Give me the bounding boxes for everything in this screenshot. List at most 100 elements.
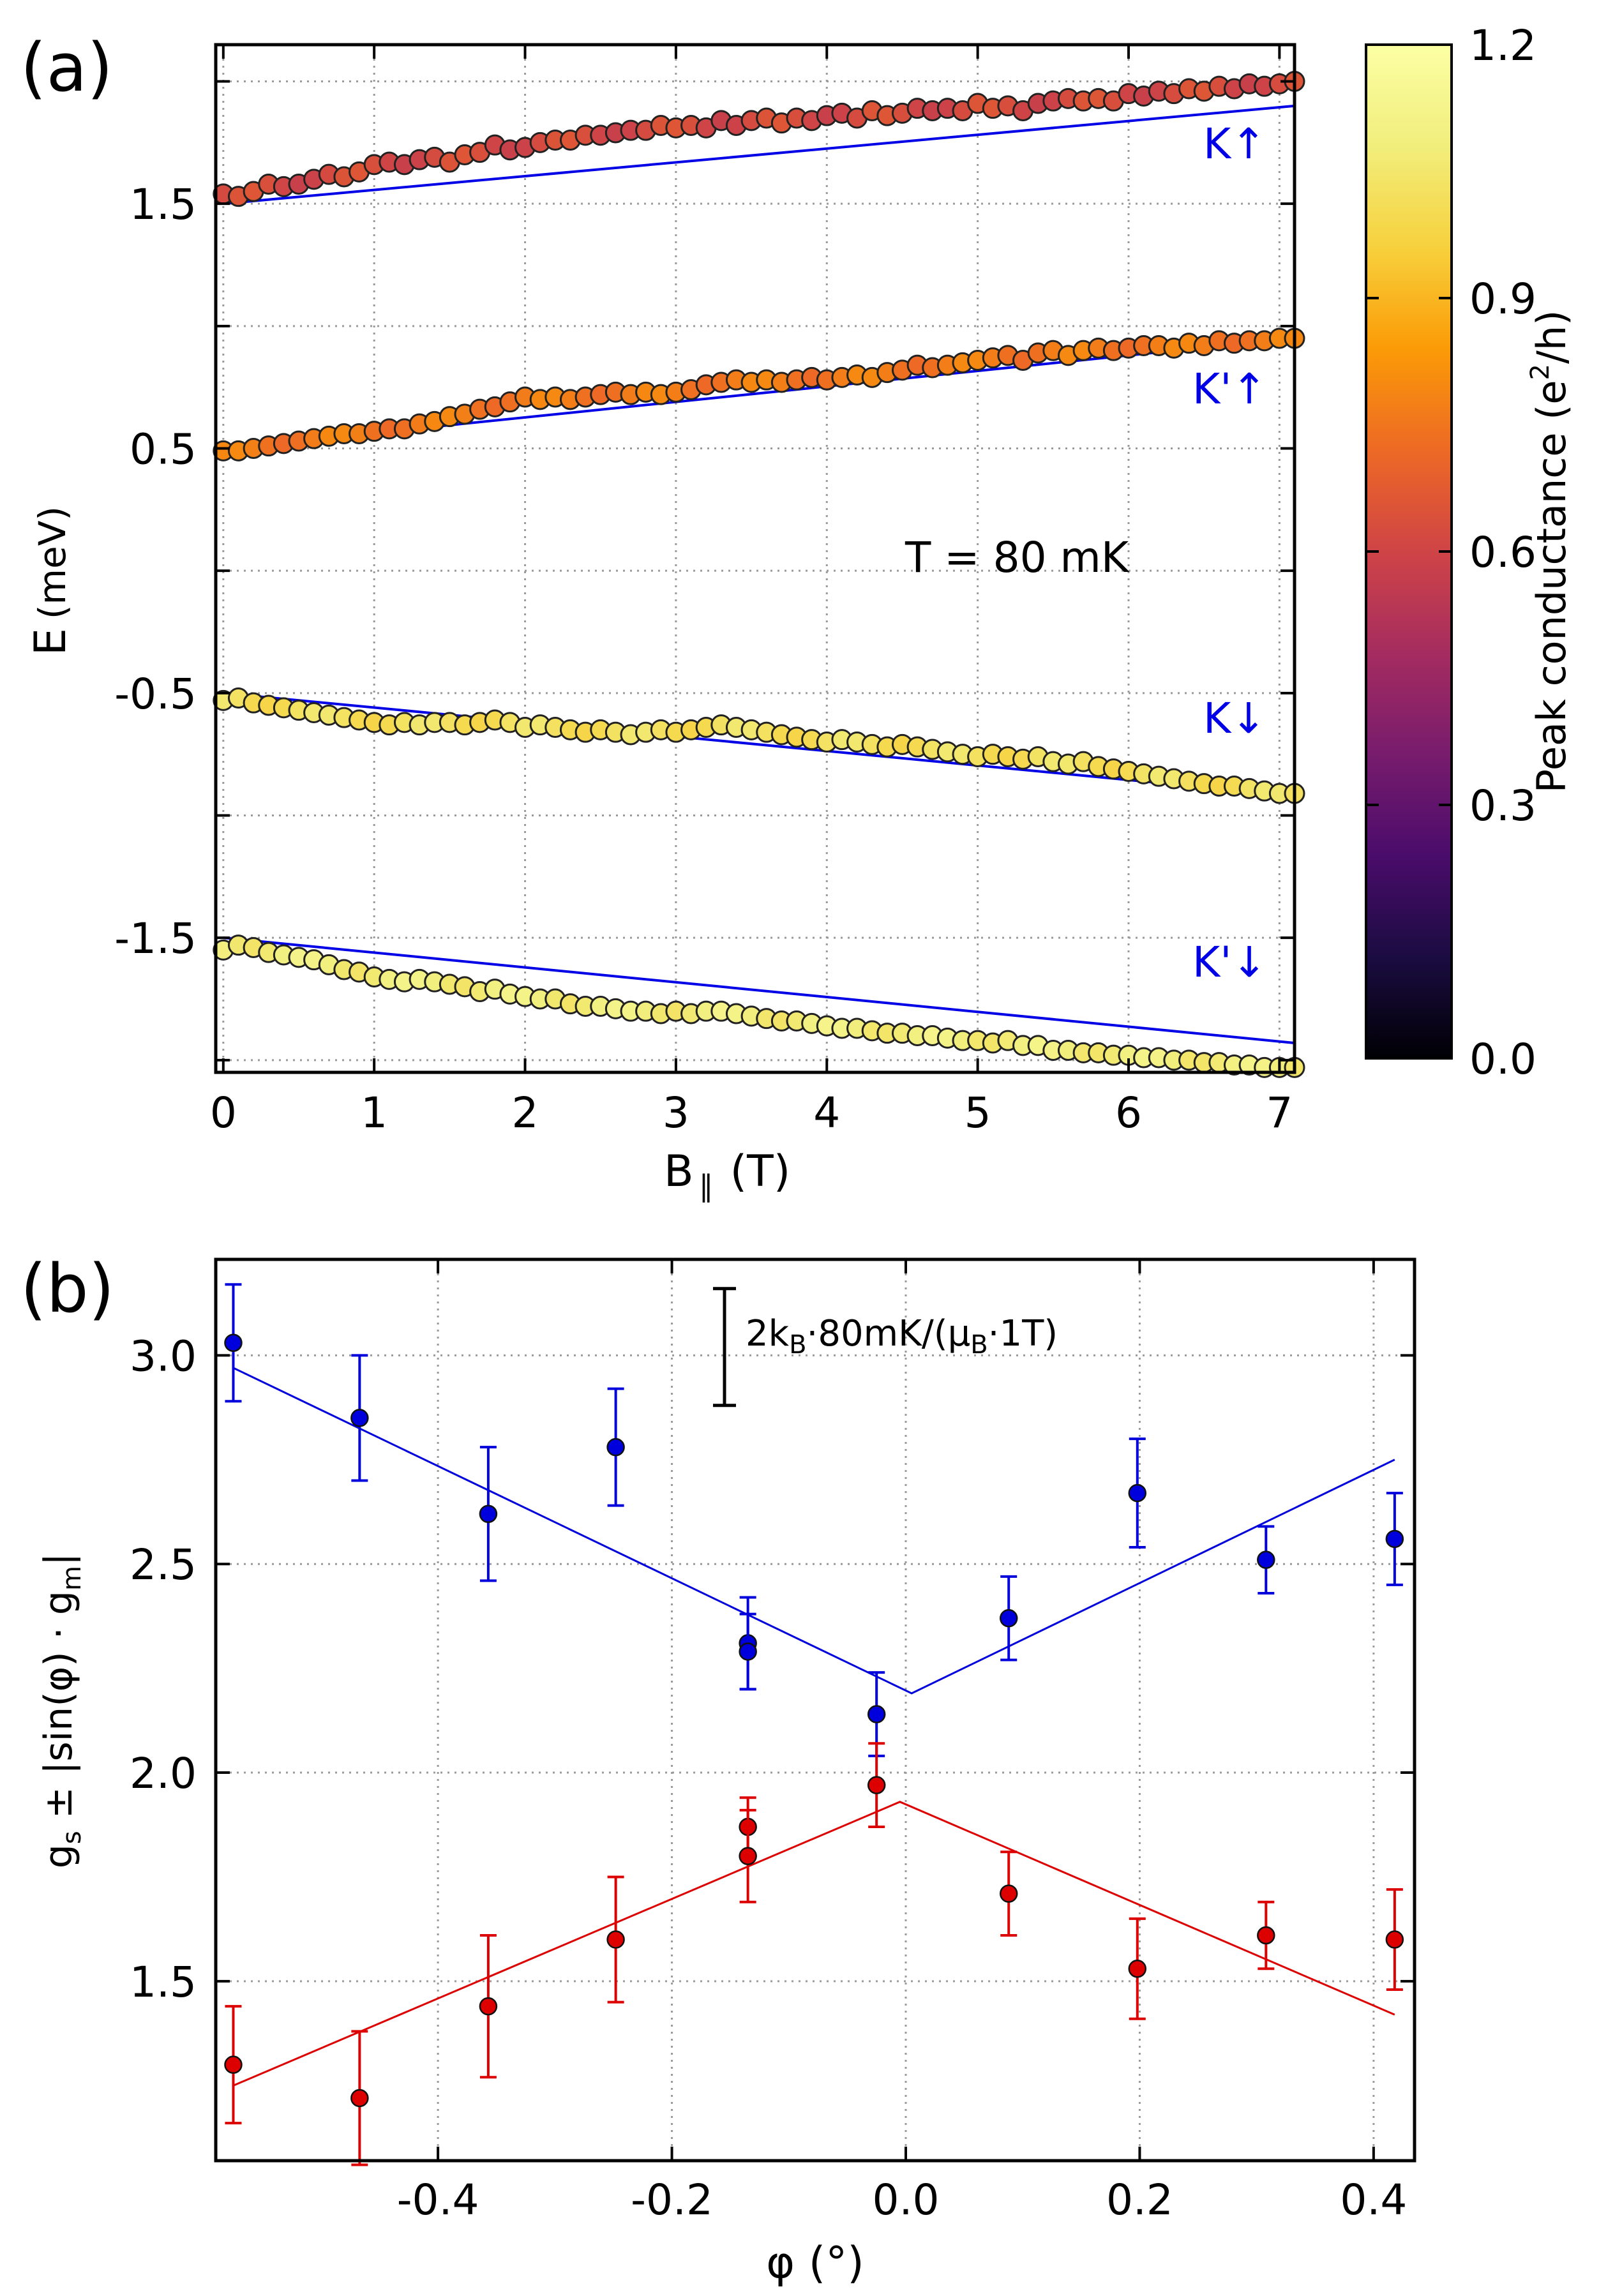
y-label-sub-m: m [57,1566,87,1591]
panel-a: (a) 0 1 2 3 4 5 6 7 -1.5 -0.5 0.5 1.5 K↑ K'↑ K↓ K'↓… [20,21,1575,1203]
data-point [606,1437,625,1457]
svg-text:E(meV): E (meV) [26,506,76,656]
panel-a-y-tick-label: -0.5 [114,670,197,719]
colorbar-label-text: Peak conductance (e [1528,380,1575,793]
y-label-mid: ± |sin(φ) · g [36,1591,81,1831]
data-point [1257,1926,1275,1945]
panel-a-x-label: B ∥ (T) [664,1146,790,1203]
panel-b-y-label: gs ± |sin(φ) · gm| [36,1553,87,1868]
colorbar-gradient [1365,43,1453,1060]
panel-a-label: (a) [20,29,113,107]
panel-b-y-tick-label: 2.0 [130,1749,197,1798]
panel-a-y-tick-label: -1.5 [114,914,197,963]
data-point [350,1409,369,1427]
data-point [867,1705,886,1723]
data-point [867,1776,886,1794]
fit-line-0 [223,104,1295,206]
panel-b-x-tick-label: -0.4 [397,2175,479,2225]
scale-bar-sub1: B [789,1330,806,1360]
panel-b-label: (b) [20,1250,114,1328]
y-label-unit: (meV) [31,506,74,619]
panel-a-ticks: 0 1 2 3 4 5 6 7 -1.5 -0.5 0.5 1.5 [114,45,1295,1137]
fit-line-3 [223,936,1295,1044]
panel-b-x-tick-label: 0.4 [1340,2175,1407,2225]
y-label-sub-s: s [57,1831,87,1844]
panel-b: (b) -0.4 -0.2 0.0 0.2 0.41.52.02.53.0 2kB·80… [20,1250,1416,2288]
data-point [224,2055,243,2074]
state-label-kprime-up: K'↑ [1192,364,1267,414]
data-point [479,1997,498,2016]
data-point [224,1333,243,1352]
scale-bar-text-end: ·1T) [988,1313,1058,1354]
scale-bar-text-mid: ·80mK/(μ [807,1313,971,1354]
data-point [1257,1550,1275,1569]
state-label-k-up: K↑ [1203,119,1266,169]
data-point [1128,1483,1147,1503]
panel-a-x-tick-label: 1 [361,1088,387,1137]
data-point [606,1930,625,1949]
data-point [739,1847,757,1866]
panel-a-x-tick-label: 6 [1115,1088,1142,1137]
svg-text:gs ± |sin(φ) · gm|: gs ± |sin(φ) · gm| [36,1553,87,1868]
scale-bar [713,1287,736,1407]
panel-b-frame [214,1257,1416,2163]
panel-a-x-tick-label: 5 [965,1088,991,1137]
data-point [1128,1960,1147,1978]
panel-a-x-tick-label: 3 [663,1088,689,1137]
x-label-unit: (T) [730,1146,791,1197]
panel-b-fit-line-0 [232,1367,1395,1695]
panel-b-data-points [224,1283,1404,2166]
panel-a-y-tick-label: 0.5 [130,425,197,474]
panel-a-x-tick-label: 2 [512,1088,539,1137]
panel-b-x-tick-label: 0.0 [873,2175,940,2225]
panel-b-fit-lines [232,1367,1395,2087]
colorbar-ticks: 0.0 0.3 0.6 0.9 1.2 [1366,21,1536,1084]
scale-bar-text-pre: 2k [746,1313,790,1354]
panel-b-grid [216,1259,1415,2161]
colorbar-tick-label: 1.2 [1469,21,1536,70]
x-label-subscript: ∥ [699,1169,714,1203]
panel-b-y-tick-label: 3.0 [130,1332,197,1381]
state-label-kprime-down: K'↓ [1192,938,1267,987]
data-point [999,1884,1018,1903]
colorbar: 0.0 0.3 0.6 0.9 1.2 Peak conductance (e2/h) [1365,21,1575,1084]
panel-b-x-tick-label: 0.2 [1106,2175,1173,2225]
panel-b-x-tick-label: -0.2 [631,2175,713,2225]
panel-b-x-label: φ (°) [766,2238,864,2288]
colorbar-tick-label: 0.0 [1469,1035,1536,1084]
colorbar-label: Peak conductance (e2/h) [1526,310,1575,793]
colorbar-tick-label: 0.3 [1469,781,1536,830]
svg-text:Peak conductance (e2/h): Peak conductance (e2/h) [1526,310,1575,793]
panel-a-y-tick-label: 1.5 [130,180,197,229]
x-label-symbol: B [664,1146,694,1197]
state-label-k-down: K↓ [1203,694,1266,743]
data-point [999,1609,1018,1628]
scale-bar-label: 2kB·80mK/(μB·1T) [746,1313,1058,1360]
panel-a-fit-lines [223,104,1295,1044]
panel-b-fit-line-1 [232,1801,1395,2087]
scale-bar-sub2: B [970,1330,987,1360]
panel-b-ticks: -0.4 -0.2 0.0 0.2 0.4 1.5 2.0 2.5 3.0 [130,1259,1415,2225]
panel-b-y-tick-label: 1.5 [130,1958,197,2007]
panel-a-x-tick-label: 0 [210,1088,237,1137]
data-point [1385,1529,1404,1549]
y-label-g: g [36,1844,81,1868]
colorbar-tick-label: 0.6 [1469,528,1536,577]
panel-a-x-tick-label: 7 [1266,1088,1293,1137]
panel-a-data-points [213,71,1305,1078]
temperature-annotation: T = 80 mK [905,533,1130,582]
panel-b-y-tick-label: 2.5 [130,1540,197,1589]
data-point [350,2089,369,2108]
panel-a-x-tick-label: 4 [813,1088,840,1137]
y-label-symbol: E [26,628,76,656]
y-label-end: | [36,1553,81,1566]
colorbar-label-end: /h) [1528,310,1575,364]
panel-a-grid [216,45,1295,1072]
svg-text:B∥(T): B ∥ (T) [664,1146,790,1203]
panel-a-y-label: E (meV) [26,506,76,656]
data-point [1385,1930,1404,1949]
data-point [739,1642,757,1661]
panel-a-frame [214,43,1296,1074]
data-point [479,1504,498,1524]
